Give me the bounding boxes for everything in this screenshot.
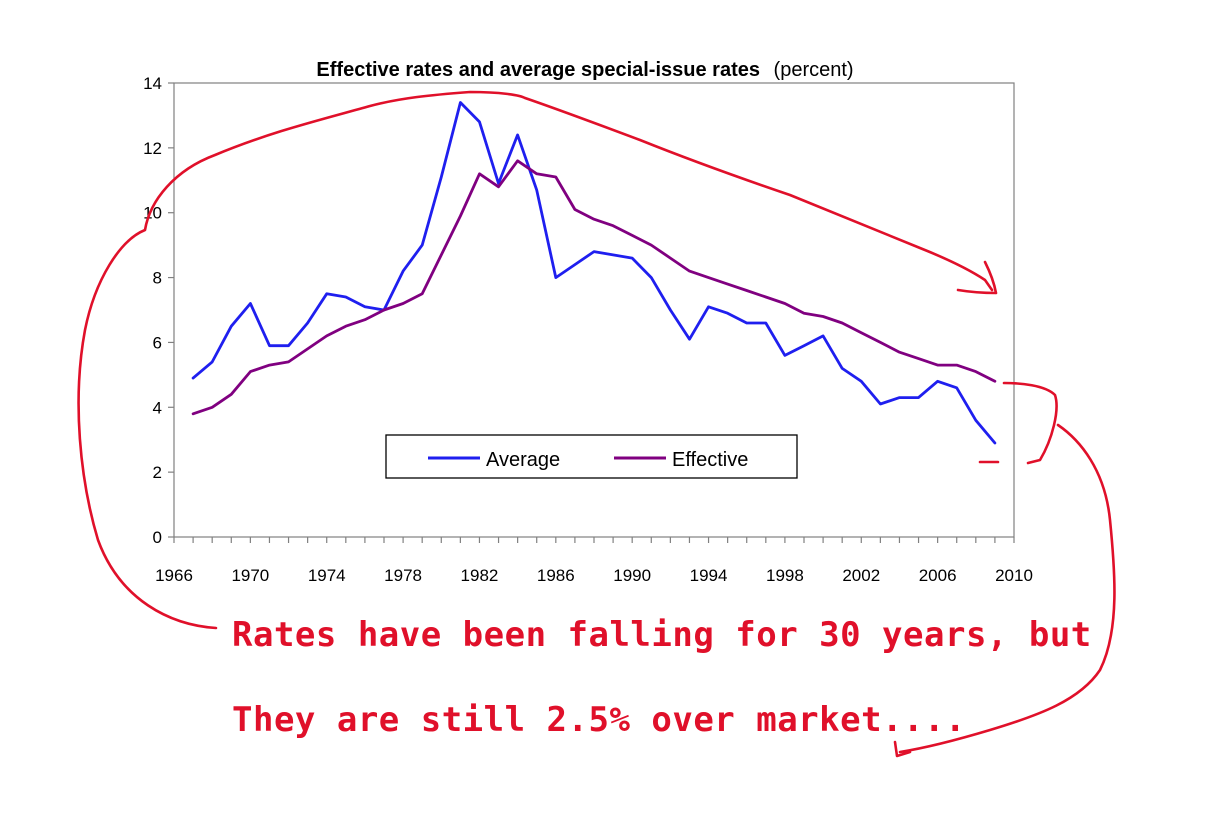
- series-line-average: [191, 101, 997, 445]
- y-tick-label: 0: [153, 528, 162, 547]
- y-tick-label: 12: [143, 139, 162, 158]
- annotation-line-2: They are still 2.5% over market....: [232, 700, 966, 740]
- chart-title: Effective rates and average special-issu…: [316, 59, 853, 81]
- y-tick-label: 2: [153, 463, 162, 482]
- chart-title-suffix: (percent): [774, 59, 854, 81]
- annotation-scribbles: [77, 90, 1116, 758]
- series-line-effective: [191, 159, 997, 416]
- x-tick-label: 2010: [995, 566, 1033, 585]
- x-tick-label: 1966: [155, 566, 193, 585]
- y-tick-label: 14: [143, 74, 162, 93]
- x-tick-label: 1970: [231, 566, 269, 585]
- y-tick-label: 8: [153, 269, 162, 288]
- series-lines: [191, 101, 997, 445]
- x-tick-label: 1982: [461, 566, 499, 585]
- x-tick-label: 1974: [308, 566, 346, 585]
- y-tick-label: 6: [153, 333, 162, 352]
- x-tick-label: 1986: [537, 566, 575, 585]
- x-tick-label: 1994: [690, 566, 728, 585]
- arc-to-second-line: [893, 423, 1116, 758]
- x-tick-label: 2002: [842, 566, 880, 585]
- bracket-at-end: [978, 381, 1058, 465]
- chart-title-main: Effective rates and average special-issu…: [316, 59, 760, 81]
- x-tick-label: 1990: [613, 566, 651, 585]
- legend-label-average: Average: [486, 449, 560, 471]
- y-tick-label: 4: [153, 398, 162, 417]
- x-tick-label: 1978: [384, 566, 422, 585]
- legend-label-effective: Effective: [672, 449, 748, 471]
- x-tick-label: 1998: [766, 566, 804, 585]
- x-tick-label: 2006: [919, 566, 957, 585]
- arrow-head-top: [956, 260, 998, 295]
- legend: Average Effective: [385, 434, 798, 479]
- arc-over-peak: [77, 90, 994, 630]
- annotation-line-1: Rates have been falling for 30 years, bu…: [232, 615, 1092, 655]
